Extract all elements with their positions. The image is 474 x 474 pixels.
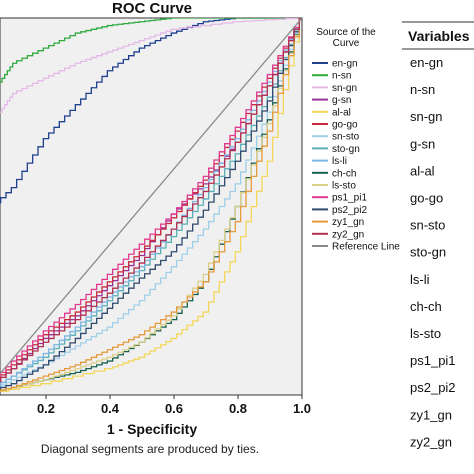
variable-item: g-sn xyxy=(410,136,435,151)
series-line-ls-li xyxy=(0,18,302,387)
x-axis-title: 1 - Specificity xyxy=(107,421,197,437)
series-line-en-gn xyxy=(0,18,302,204)
x-tick-label: 0.2 xyxy=(37,401,55,416)
series-line-sto-gn xyxy=(0,18,302,387)
legend-label: sn-gn xyxy=(332,83,357,94)
legend-label: sto-gn xyxy=(332,144,360,155)
series-line-ps1_pi1 xyxy=(0,18,302,379)
variable-item: go-go xyxy=(410,191,443,206)
legend-label: Reference Line xyxy=(332,242,400,253)
legend-label: al-al xyxy=(332,107,351,118)
variable-item: en-gn xyxy=(410,55,443,70)
footnote: Diagonal segments are produced by ties. xyxy=(41,442,259,456)
series-line-ls-sto xyxy=(0,18,302,392)
legend-label: ps1_pi1 xyxy=(332,193,367,204)
series-line-zy1_gn xyxy=(0,18,302,392)
series-line-n-sn xyxy=(0,18,302,83)
legend-box xyxy=(303,18,395,395)
variable-item: ls-li xyxy=(410,272,430,287)
series-line-go-go xyxy=(0,18,302,381)
variable-item: sto-gn xyxy=(410,245,446,260)
variable-item: ps1_pi1 xyxy=(410,353,456,368)
variable-item: zy2_gn xyxy=(410,434,452,449)
legend-label: zy1_gn xyxy=(332,217,364,228)
legend-label: g-sn xyxy=(332,95,351,106)
legend-label: n-sn xyxy=(332,71,351,82)
series-line-Reference Line xyxy=(0,18,302,375)
variable-item: ls-sto xyxy=(410,326,441,341)
variable-item: zy1_gn xyxy=(410,407,452,422)
x-tick-label: 0.8 xyxy=(229,401,247,416)
variable-item: n-sn xyxy=(410,82,435,97)
variable-item: al-al xyxy=(410,163,435,178)
series-line-sn-gn xyxy=(0,18,302,113)
variables-header: Variables xyxy=(408,28,470,44)
axis-group: ROC Curve 0.2 0.4 0.6 0.8 1.0 1 - Specificity D… xyxy=(0,0,311,456)
legend-label: ls-sto xyxy=(332,181,356,192)
series-line-sn-sto xyxy=(0,18,302,389)
legend-label: go-go xyxy=(332,120,358,131)
variable-item: sn-sto xyxy=(410,218,445,233)
series-group xyxy=(0,18,302,392)
legend-title-cont: Curve xyxy=(333,38,360,49)
chart-title: ROC Curve xyxy=(112,0,192,17)
variables-panel: Variables en-gn n-sn sn-gn g-sn al-al go-go sn-… xyxy=(402,21,474,449)
variable-item: ps2_pi2 xyxy=(410,380,456,395)
legend-label: ls-li xyxy=(332,156,347,167)
legend-label: zy2_gn xyxy=(332,229,364,240)
legend-label: ps2_pi2 xyxy=(332,205,367,216)
variable-item: ch-ch xyxy=(410,299,442,314)
series-line-zy2_gn xyxy=(0,18,302,383)
legend-label: ch-ch xyxy=(332,168,356,179)
legend-title: Source of the xyxy=(316,27,376,38)
legend-label: sn-sto xyxy=(332,132,360,143)
x-tick-label: 0.6 xyxy=(165,401,183,416)
series-line-ps2_pi2 xyxy=(0,18,302,390)
series-line-al-al xyxy=(0,18,302,392)
x-tick-label: 1.0 xyxy=(293,401,311,416)
variable-item: sn-gn xyxy=(410,109,443,124)
x-tick-label: 0.4 xyxy=(101,401,120,416)
legend-label: en-gn xyxy=(332,59,358,70)
